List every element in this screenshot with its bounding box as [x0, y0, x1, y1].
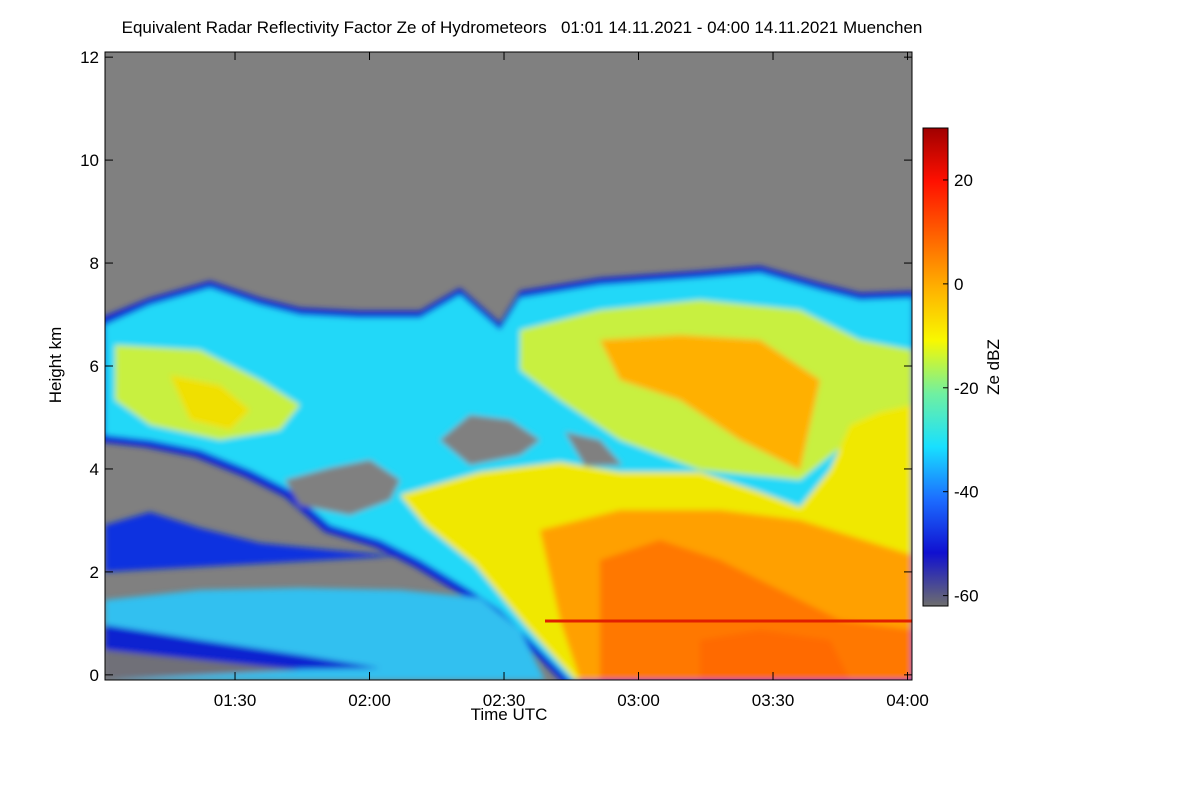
colorbar-label: Ze dBZ [984, 339, 1003, 395]
colorbar-tick-label: 0 [954, 275, 963, 294]
x-tick-label: 02:30 [483, 691, 526, 710]
x-tick-label: 03:00 [617, 691, 660, 710]
y-axis-label: Height km [46, 327, 65, 404]
x-tick-label: 03:30 [752, 691, 795, 710]
chart-title: Equivalent Radar Reflectivity Factor Ze … [122, 18, 923, 37]
y-tick-label: 10 [80, 151, 99, 170]
x-tick-label: 04:00 [886, 691, 929, 710]
y-tick-label: 0 [90, 666, 99, 685]
y-tick-label: 2 [90, 563, 99, 582]
colorbar-tick-label: -60 [954, 587, 979, 606]
colorbar [922, 127, 949, 607]
y-tick-label: 6 [90, 357, 99, 376]
y-tick-label: 12 [80, 48, 99, 67]
y-tick-label: 4 [90, 460, 99, 479]
x-tick-label: 01:30 [214, 691, 257, 710]
y-tick-label: 8 [90, 254, 99, 273]
colorbar-tick-label: -40 [954, 483, 979, 502]
colorbar-tick-label: 20 [954, 171, 973, 190]
reflectivity-field [105, 266, 912, 680]
colorbar-tick-label: -20 [954, 379, 979, 398]
x-axis-label: Time UTC [471, 705, 548, 724]
x-tick-label: 02:00 [348, 691, 391, 710]
